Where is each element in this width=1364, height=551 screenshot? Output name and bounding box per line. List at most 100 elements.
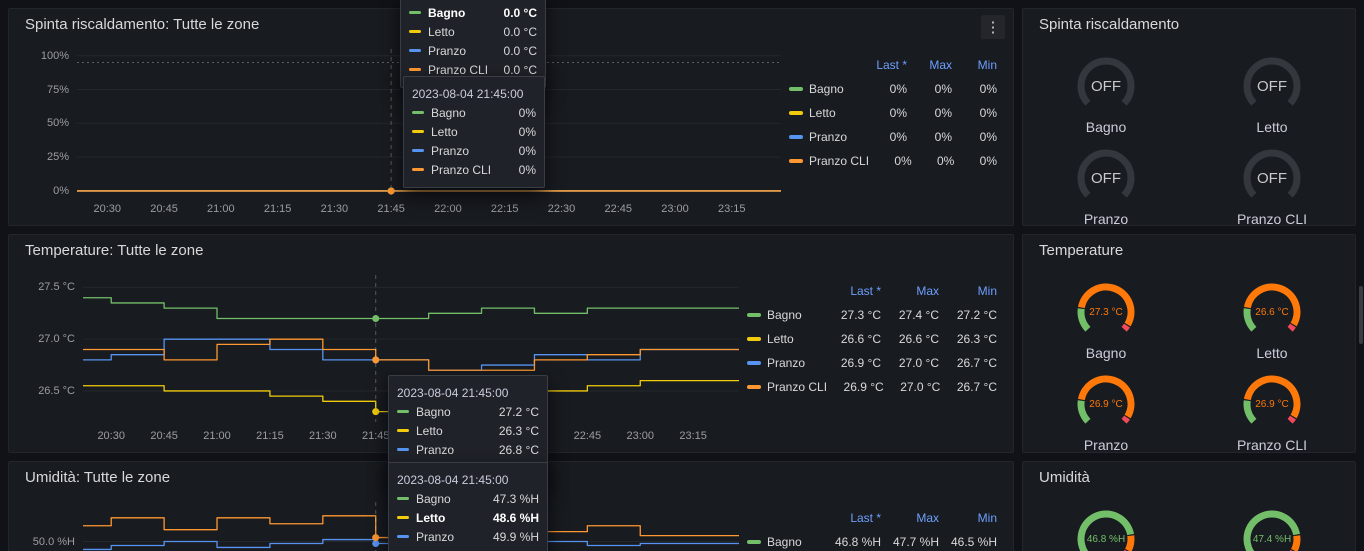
x-axis-label: 22:15 — [490, 203, 519, 215]
tooltip-value: 0% — [518, 105, 536, 120]
legend-sort-header[interactable]: Min — [977, 511, 997, 525]
tooltip-series-name: Pranzo CLI — [428, 62, 489, 77]
legend-series-name[interactable]: Pranzo — [809, 130, 848, 144]
chart-legend: Last * Max Min Bagno 46.8 %H 47.7 %H 46.5 %H — [739, 492, 1005, 551]
legend-value: 27.3 °C — [840, 308, 881, 322]
legend-row: Bagno 27.3 °C 27.4 °C 27.2 °C — [747, 303, 997, 327]
x-axis-label: 21:00 — [207, 203, 235, 215]
legend-row: Letto 0% 0% 0% — [789, 101, 997, 125]
tooltip-value: 50.2 %H — [479, 549, 539, 551]
tooltip-value: 26.8 °C — [498, 442, 539, 457]
panel-spinta-riscaldamento-gauges: Spinta riscaldamento OFF Bagno OFF Letto OFF… — [1022, 8, 1356, 227]
panel-title[interactable]: Spinta riscaldamento: Tutte le zone — [25, 16, 260, 33]
chart-plot[interactable] — [77, 49, 781, 195]
legend-series-name[interactable]: Pranzo CLI — [767, 380, 828, 394]
panel-title[interactable]: Umidità — [1039, 469, 1090, 486]
gauge-value: 26.6 °C — [1255, 306, 1289, 318]
x-axis-label: 22:45 — [604, 203, 632, 215]
legend-row: Pranzo 0% 0% 0% — [789, 125, 997, 149]
tooltip-value: 0% — [518, 162, 536, 177]
series-swatch — [747, 313, 761, 317]
legend-series-name[interactable]: Pranzo CLI — [809, 154, 870, 168]
panel-title[interactable]: Spinta riscaldamento — [1039, 16, 1180, 33]
legend-series-name[interactable]: Pranzo — [767, 356, 806, 370]
panel-title[interactable]: Umidità: Tutte le zone — [25, 469, 171, 486]
y-axis-label: 75% — [46, 83, 69, 96]
legend-value: 26.6 °C — [898, 332, 939, 346]
legend-value: 46.5 %H — [950, 535, 997, 549]
gauge-letto: 26.6 °C Letto — [1241, 281, 1303, 361]
legend-value: 46.8 %H — [834, 535, 881, 549]
legend-sort-header[interactable]: Last * — [876, 58, 907, 72]
legend-value: 26.6 °C — [840, 332, 881, 346]
legend-row: Pranzo 26.9 °C 27.0 °C 26.7 °C — [747, 351, 997, 375]
legend-series-name[interactable]: Letto — [809, 106, 836, 120]
series-swatch — [397, 497, 409, 500]
gauge-label: Pranzo CLI — [1236, 211, 1308, 227]
gauge-label: Bagno — [1085, 345, 1127, 361]
gauge-ring: 26.6 °C — [1241, 281, 1303, 343]
legend-value: 27.4 °C — [898, 308, 939, 322]
legend-value: 26.9 °C — [840, 356, 881, 370]
panel-menu-icon[interactable]: ⋮ — [981, 15, 1005, 39]
legend-value: 27.0 °C — [898, 356, 939, 370]
legend-sort-header[interactable]: Max — [916, 284, 939, 298]
tooltip-series-name: Pranzo — [431, 143, 470, 158]
legend-series-name[interactable]: Letto — [767, 332, 794, 346]
legend-value: 0% — [889, 106, 907, 120]
legend-header: Last * Max Min — [789, 53, 997, 77]
gauge-ring: 27.3 °C — [1075, 281, 1137, 343]
gauge-value: OFF — [1091, 169, 1121, 187]
tooltip-value: 0% — [518, 143, 536, 158]
tooltip-series-name: Letto — [416, 510, 446, 525]
legend-series-name[interactable]: Bagno — [809, 82, 844, 96]
series-swatch — [789, 87, 803, 91]
tooltip-value: 49.9 %H — [492, 529, 539, 544]
tooltip-row: Bagno 0.0 °C — [409, 3, 537, 22]
tooltip-row: Letto 26.3 °C — [397, 421, 539, 440]
legend-value: 0% — [934, 82, 952, 96]
x-axis-label: 20:30 — [97, 430, 125, 442]
chart-tooltip: 2023-08-04 21:45:00 Bagno 47.3 %H Letto 48.6… — [388, 462, 548, 551]
tooltip-series-name: Pranzo CLI — [416, 549, 476, 551]
gauge-value: OFF — [1256, 169, 1287, 187]
chart-plot[interactable] — [83, 275, 739, 422]
legend-value: 0% — [894, 154, 912, 168]
page-scrollbar[interactable] — [1359, 286, 1363, 344]
series-swatch — [397, 429, 409, 432]
legend-series-name[interactable]: Bagno — [767, 535, 802, 549]
legend-sort-header[interactable]: Last * — [850, 511, 881, 525]
chart-wrap: 26.5 °C 27.0 °C 27.5 °C 20:30 20:45 21:00 21:1… — [17, 265, 1005, 448]
legend-row: Letto 26.6 °C 26.6 °C 26.3 °C — [747, 327, 997, 351]
tooltip-row: Letto 48.6 %H — [397, 508, 539, 527]
series-swatch — [747, 385, 761, 389]
gauge-pranzo-cli: OFF Pranzo CLI — [1237, 147, 1307, 227]
legend-series-name[interactable]: Bagno — [767, 308, 802, 322]
series-swatch — [789, 135, 803, 139]
legend-sort-header[interactable]: Min — [977, 284, 997, 298]
panel-title[interactable]: Temperature: Tutte le zone — [25, 242, 204, 259]
x-axis-label: 23:00 — [661, 203, 689, 215]
gauge-pranzo-cli: 26.9 °C Pranzo CLI — [1237, 373, 1307, 453]
legend-value: 26.7 °C — [956, 356, 997, 370]
panel-title[interactable]: Temperature — [1039, 242, 1124, 259]
x-axis-label: 22:30 — [547, 203, 576, 215]
x-axis-label: 23:15 — [679, 430, 707, 442]
x-axis-label: 21:15 — [263, 203, 292, 215]
tooltip-timestamp: 2023-08-04 21:45:00 — [412, 87, 524, 101]
legend-sort-header[interactable]: Max — [916, 511, 939, 525]
legend-value: 0% — [979, 106, 997, 120]
gauge-pranzo: 26.9 °C Pranzo — [1075, 373, 1137, 453]
legend-sort-header[interactable]: Min — [977, 58, 997, 72]
legend-sort-header[interactable]: Max — [929, 58, 952, 72]
legend-sort-header[interactable]: Last * — [850, 284, 881, 298]
series-swatch — [409, 11, 421, 14]
series-swatch — [397, 535, 409, 538]
gauge-value: 26.9 °C — [1255, 398, 1289, 410]
tooltip-value: 26.3 °C — [498, 423, 539, 438]
series-swatch — [397, 448, 409, 451]
tooltip-value: 0.0 °C — [503, 5, 537, 20]
series-swatch — [409, 49, 421, 52]
